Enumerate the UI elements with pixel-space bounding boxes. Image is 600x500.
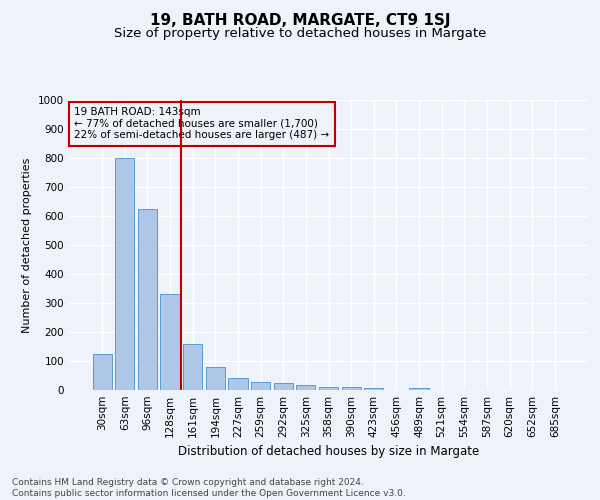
Bar [341,387,361,390]
Text: Contains HM Land Registry data © Crown copyright and database right 2024.
Contai: Contains HM Land Registry data © Crown c… [12,478,406,498]
Bar [274,383,293,390]
Bar [251,382,270,390]
Bar [160,294,180,390]
Bar [409,388,428,390]
Text: 19, BATH ROAD, MARGATE, CT9 1SJ: 19, BATH ROAD, MARGATE, CT9 1SJ [150,12,450,28]
Bar [92,354,112,390]
Bar [229,378,248,390]
Bar [296,385,316,390]
X-axis label: Distribution of detached houses by size in Margate: Distribution of detached houses by size … [178,446,479,458]
Bar [183,344,202,390]
Bar [364,388,383,390]
Bar [206,367,225,390]
Bar [138,209,157,390]
Bar [319,386,338,390]
Text: 19 BATH ROAD: 143sqm
← 77% of detached houses are smaller (1,700)
22% of semi-de: 19 BATH ROAD: 143sqm ← 77% of detached h… [74,108,329,140]
Y-axis label: Number of detached properties: Number of detached properties [22,158,32,332]
Bar [115,158,134,390]
Text: Size of property relative to detached houses in Margate: Size of property relative to detached ho… [114,28,486,40]
